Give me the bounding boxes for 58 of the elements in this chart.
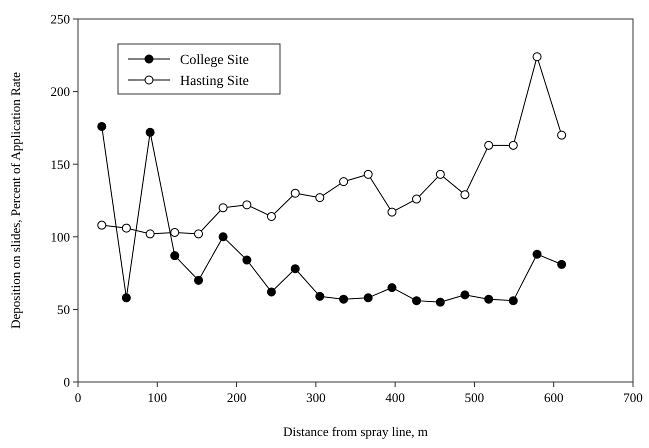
- point: [266, 287, 276, 296]
- point: [387, 208, 396, 217]
- point: [460, 290, 470, 300]
- point: [194, 229, 204, 238]
- point: [242, 200, 252, 210]
- point: [436, 170, 445, 179]
- point: [339, 177, 348, 186]
- x-tick-label: 100: [148, 390, 168, 405]
- point: [557, 260, 566, 269]
- point: [266, 212, 276, 221]
- point: [508, 296, 518, 306]
- point: [170, 228, 180, 237]
- legend-label: Hasting Site: [180, 74, 249, 89]
- x-tick-label: 600: [544, 390, 564, 405]
- y-tick-label: 200: [50, 84, 70, 100]
- point: [364, 293, 373, 302]
- point: [339, 294, 348, 304]
- point: [315, 193, 324, 202]
- point: [508, 140, 518, 150]
- y-axis-title: Deposition on slides, Percent of Application Rate: [8, 72, 23, 329]
- point: [387, 283, 396, 292]
- point: [122, 224, 131, 233]
- point: [290, 188, 300, 198]
- point: [412, 194, 422, 204]
- point: [557, 130, 566, 140]
- x-tick-label: 700: [623, 390, 643, 405]
- x-axis-title: Distance from spray line, m: [283, 424, 428, 439]
- point: [532, 52, 542, 62]
- point: [170, 251, 180, 260]
- point: [194, 276, 204, 285]
- point: [436, 298, 445, 307]
- y-tick-label: 0: [64, 374, 70, 390]
- point: [315, 292, 324, 301]
- x-tick-label: 200: [226, 390, 246, 405]
- point: [290, 264, 300, 274]
- x-tick-label: 0: [74, 390, 82, 405]
- x-tick-label: 400: [385, 390, 405, 405]
- point: [460, 190, 470, 200]
- point: [484, 294, 494, 304]
- point: [218, 203, 228, 212]
- point: [97, 122, 106, 131]
- point: [97, 220, 106, 230]
- point: [364, 170, 373, 179]
- x-tick-label: 300: [306, 390, 326, 405]
- point: [218, 232, 228, 242]
- y-tick-label: 150: [50, 156, 70, 172]
- point: [412, 296, 422, 306]
- x-tick-label: 500: [464, 390, 484, 405]
- point: [146, 229, 155, 238]
- point: [242, 256, 252, 265]
- point: [146, 128, 155, 137]
- point: [532, 250, 542, 259]
- point: [122, 293, 131, 302]
- point: [484, 140, 494, 150]
- y-tick-label: 250: [50, 12, 70, 27]
- y-tick-label: 50: [57, 302, 70, 317]
- legend-label: College Site: [180, 52, 249, 68]
- y-tick-label: 100: [50, 229, 70, 244]
